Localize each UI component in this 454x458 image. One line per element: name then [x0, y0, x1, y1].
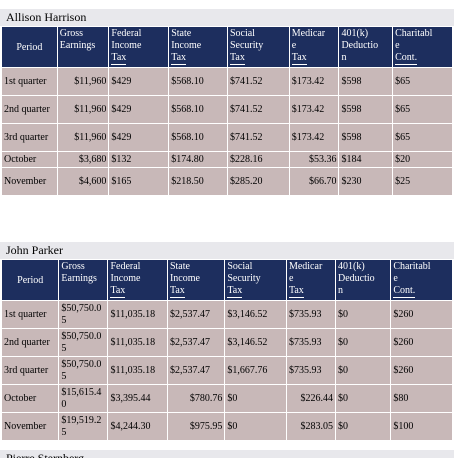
header-federal: Federal Income Tax: [108, 260, 167, 300]
employee-section-john-parker: John Parker Period Gross Earnings Federal…: [0, 242, 454, 441]
header-row: Period Gross Earnings Federal Income Tax St…: [2, 27, 452, 67]
header-federal: Federal Income Tax: [109, 27, 169, 67]
header-period: Period: [2, 27, 57, 67]
table-row: October $3,680 $132 $174.80 $228.16 $53.…: [2, 152, 452, 167]
section-divider: [0, 208, 454, 234]
table-row: 1st quarter $11,960 $429 $568.10 $741.52…: [2, 68, 452, 95]
header-medicare: Medicar e Tax: [289, 27, 339, 67]
header-401k: 401(k) Deductio n: [336, 260, 391, 300]
header-row: Period Gross Earnings Federal Income Tax St…: [2, 260, 452, 300]
payroll-table: Period Gross Earnings Federal Income Tax St…: [1, 26, 453, 196]
employee-name: John Parker: [0, 242, 454, 259]
employee-section-pierre-sternberg: Pierre Sternberg: [0, 450, 454, 458]
header-gross: Gross Earnings: [57, 27, 109, 67]
table-row: 3rd quarter $50,750.05 $11,035.18 $2,537…: [2, 357, 452, 384]
header-state: State Income Tax: [167, 260, 225, 300]
header-medicare: Medicar e Tax: [286, 260, 335, 300]
header-gross: Gross Earnings: [59, 260, 108, 300]
header-charity: Charitabl e Cont.: [393, 27, 452, 67]
header-social: Social Security Tax: [225, 260, 286, 300]
header-social: Social Security Tax: [227, 27, 289, 67]
header-period: Period: [2, 260, 59, 300]
employee-name: Allison Harrison: [0, 9, 454, 26]
payroll-table: Period Gross Earnings Federal Income Tax St…: [1, 259, 453, 441]
table-row: November $19,519.25 $4,244.30 $975.95 $0…: [2, 413, 452, 440]
header-charity: Charitabl e Cont.: [391, 260, 452, 300]
header-401k: 401(k) Deductio n: [339, 27, 393, 67]
table-row: October $15,615.40 $3,395.44 $780.76 $0 …: [2, 385, 452, 412]
table-row: 3rd quarter $11,960 $429 $568.10 $741.52…: [2, 124, 452, 151]
employee-name: Pierre Sternberg: [0, 450, 454, 458]
employee-section-allison-harrison: Allison Harrison Period Gross Earnings Fe…: [0, 9, 454, 196]
table-row: November $4,600 $165 $218.50 $285.20 $66…: [2, 168, 452, 195]
table-row: 2nd quarter $11,960 $429 $568.10 $741.52…: [2, 96, 452, 123]
table-row: 2nd quarter $50,750.05 $11,035.18 $2,537…: [2, 329, 452, 356]
table-row: 1st quarter $50,750.05 $11,035.18 $2,537…: [2, 301, 452, 328]
header-state: State Income Tax: [169, 27, 227, 67]
